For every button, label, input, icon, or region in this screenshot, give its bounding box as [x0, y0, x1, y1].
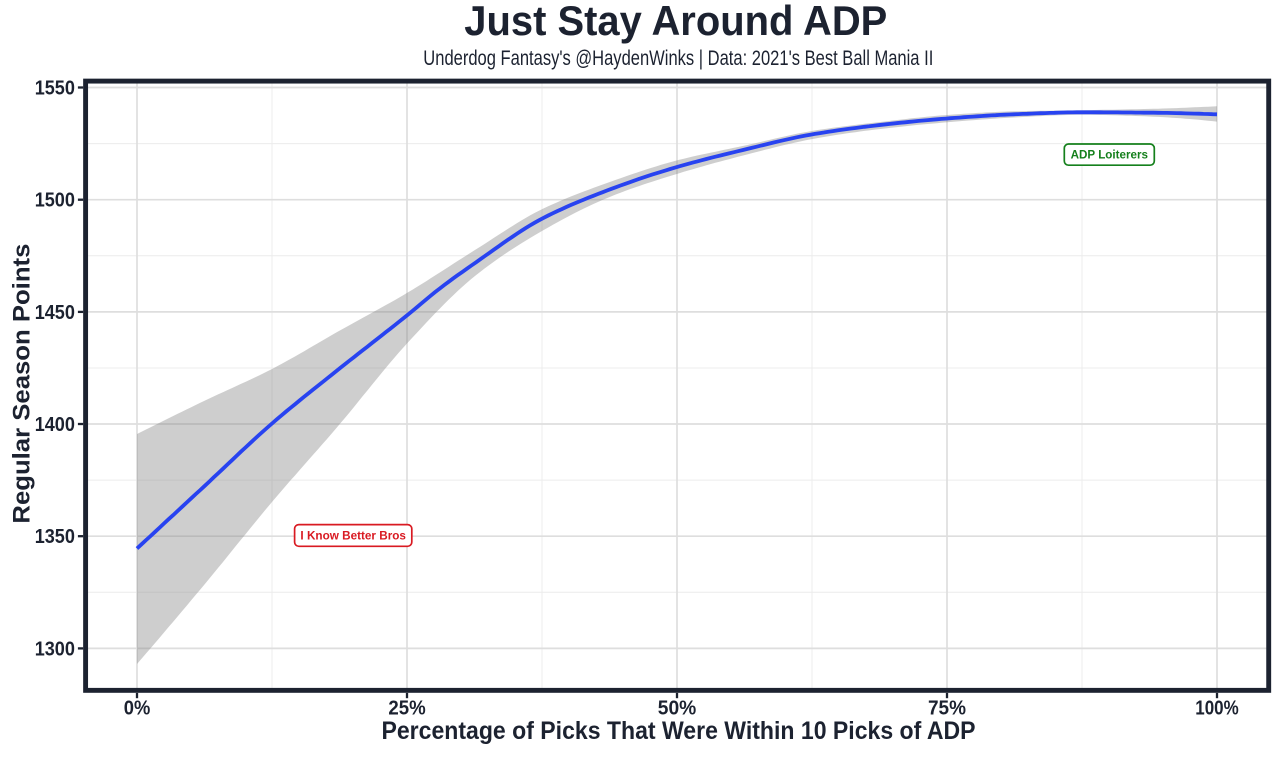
svg-text:1300: 1300 — [35, 638, 75, 660]
svg-text:1450: 1450 — [35, 302, 75, 324]
svg-text:1550: 1550 — [35, 78, 75, 100]
svg-text:50%: 50% — [658, 697, 697, 719]
svg-text:25%: 25% — [388, 697, 425, 719]
svg-text:Regular Season Points: Regular Season Points — [8, 244, 35, 524]
svg-text:Underdog Fantasy's @HaydenWink: Underdog Fantasy's @HaydenWinks | Data: … — [423, 47, 933, 70]
svg-text:1500: 1500 — [35, 190, 75, 212]
svg-text:ADP Loiterers: ADP Loiterers — [1071, 149, 1149, 162]
svg-text:1350: 1350 — [35, 526, 75, 548]
svg-text:75%: 75% — [928, 697, 966, 719]
svg-text:1400: 1400 — [35, 414, 75, 436]
svg-text:Just Stay Around ADP: Just Stay Around ADP — [464, 0, 887, 44]
svg-text:0%: 0% — [124, 697, 151, 719]
svg-text:I Know Better Bros: I Know Better Bros — [300, 530, 406, 543]
svg-text:100%: 100% — [1195, 697, 1238, 719]
svg-text:Percentage of Picks That Were: Percentage of Picks That Were Within 10 … — [382, 717, 976, 745]
